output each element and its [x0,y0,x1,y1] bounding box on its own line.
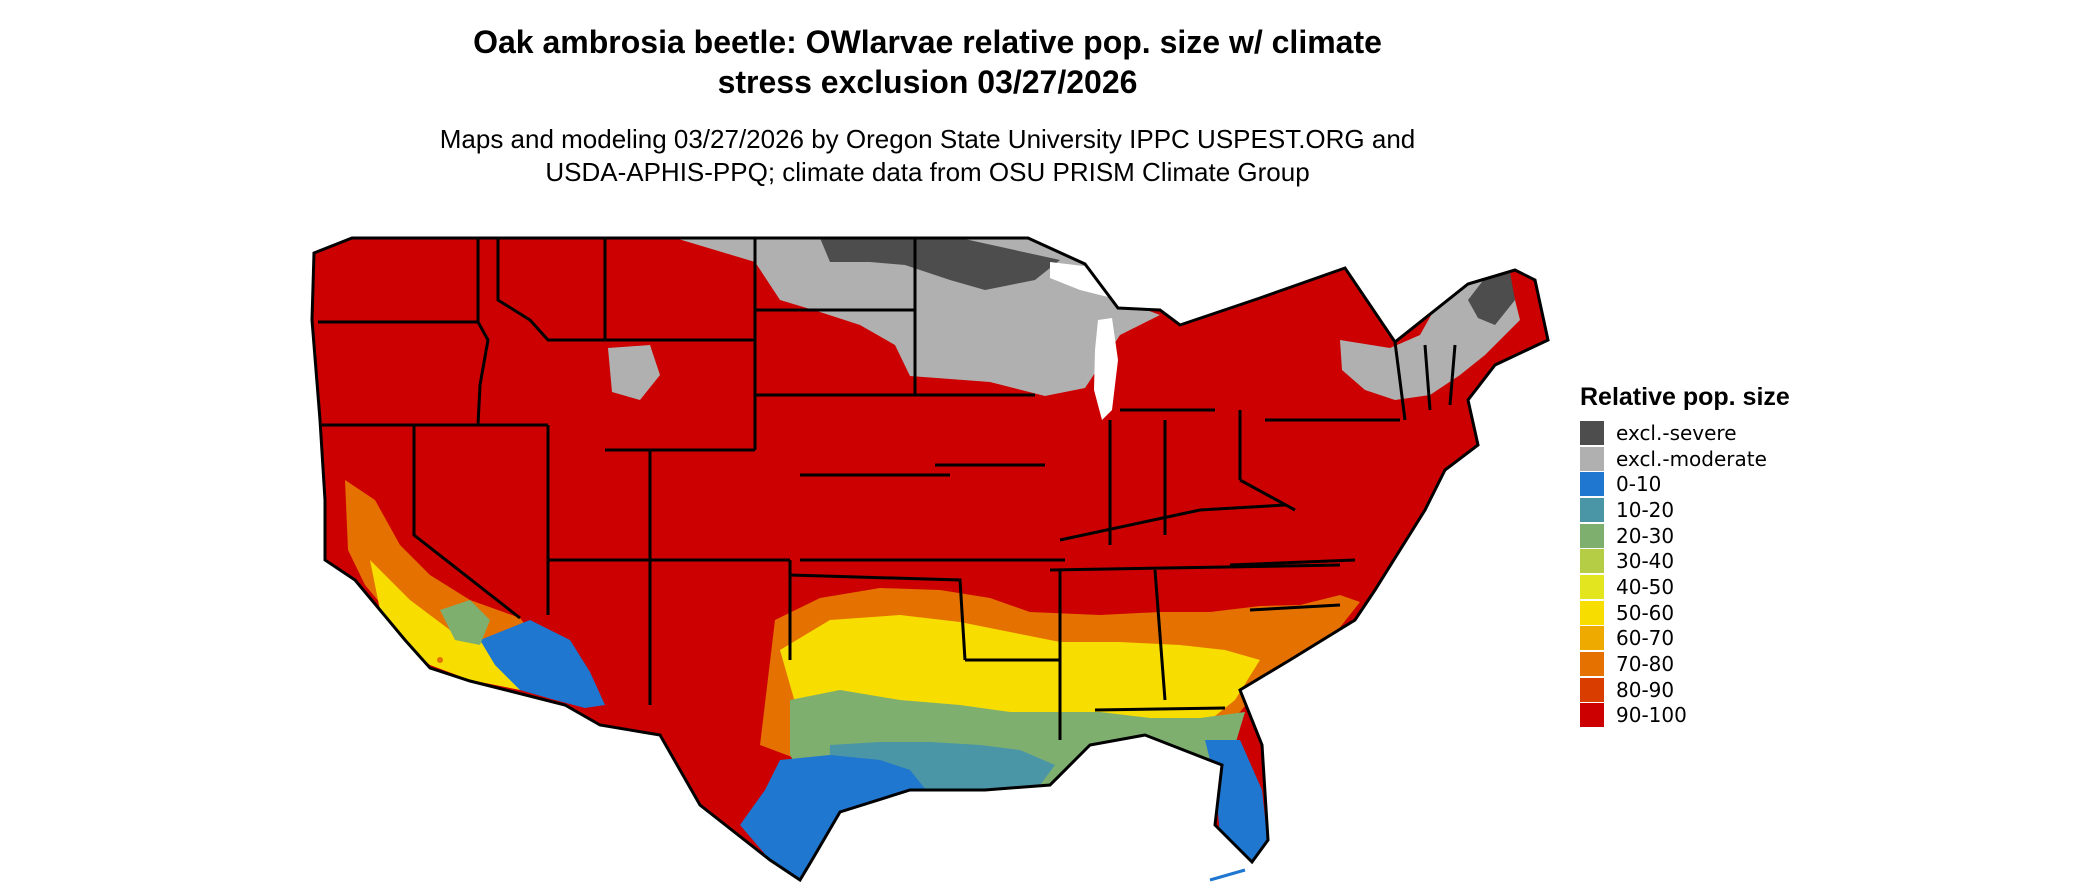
legend-title: Relative pop. size [1580,383,1790,411]
legend-label: 20-30 [1616,523,1675,548]
map-subtitle-line-2: USDA-APHIS-PPQ; climate data from OSU PR… [545,157,1310,187]
zone-50-60 [780,615,1260,725]
border-ky [1059,503,1286,542]
border-nh-me [1448,344,1457,406]
legend-items: excl.-severe excl.-moderate 0-10 10-20 20-30… [1580,420,1790,728]
border-ok-tx [789,573,967,661]
zone-0-10-texas [740,755,930,880]
zone-20-30-southwest [440,600,490,645]
legend-swatch [1580,626,1604,651]
legend-label: 30-40 [1616,549,1675,574]
zone-excl-moderate-wyoming [608,345,660,400]
border-al-ga [1153,569,1167,701]
legend-label: excl.-severe [1616,420,1737,445]
lake-superior [1050,262,1160,305]
legend-label: 10-20 [1616,497,1675,522]
border-nc-sc [1249,603,1341,612]
legend-swatch [1580,600,1604,625]
legend-swatch [1580,703,1604,728]
legend-label: 50-60 [1616,600,1675,625]
legend-item: 80-90 [1580,677,1790,703]
border-ca-nv [412,425,521,620]
legend-swatch [1580,574,1604,599]
border-id-wa [476,238,490,426]
us-population-map [310,236,1550,883]
border-ny-vt [1393,341,1407,421]
legend-label: 0-10 [1616,472,1662,497]
legend-label: excl.-moderate [1616,446,1767,471]
legend-label: 60-70 [1616,626,1675,651]
legend-item: 90-100 [1580,703,1790,729]
legend-item: 20-30 [1580,523,1790,549]
border-mt-wy [603,238,755,342]
map-subtitle-line-1: Maps and modeling 03/27/2026 by Oregon S… [439,124,1416,154]
map-title-line-2: stress exclusion 03/27/2026 [717,64,1138,100]
legend-swatch [1580,472,1604,497]
border-tn [1049,563,1341,572]
us-outline [310,236,1550,883]
channel-islands [437,657,443,663]
border-ga-fl [1094,706,1226,712]
legend-item: 0-10 [1580,471,1790,497]
zone-excl-severe-maine [1468,272,1515,325]
legend-swatch [1580,677,1604,702]
legend-item: 60-70 [1580,626,1790,652]
legend-swatch [1580,497,1604,522]
legend-item: 50-60 [1580,600,1790,626]
zone-excl-severe-minnesota [820,238,1060,290]
legend-item: excl.-moderate [1580,446,1790,472]
legend-item: excl.-severe [1580,420,1790,446]
legend-swatch [1580,446,1604,471]
zone-excl-moderate-north [675,238,1160,396]
border-vt-nh [1423,344,1432,411]
legend-label: 90-100 [1616,703,1687,728]
lake-michigan [1094,318,1118,420]
zone-0-10-arizona [480,620,605,708]
legend-swatch [1580,549,1604,574]
legend: Relative pop. size excl.-severe excl.-mod… [1580,382,1790,728]
border-id-mt [496,238,605,342]
legend-item: 30-40 [1580,548,1790,574]
florida-keys [1209,868,1246,882]
legend-label: 70-80 [1616,652,1675,677]
legend-label: 80-90 [1616,677,1675,702]
map-subtitle: Maps and modeling 03/27/2026 by Oregon S… [0,123,1855,189]
map-title-line-1: Oak ambrosia beetle: OWlarvae relative p… [473,24,1382,60]
legend-item: 10-20 [1580,497,1790,523]
legend-swatch [1580,523,1604,548]
legend-item: 70-80 [1580,651,1790,677]
border-va-nc [1229,558,1356,567]
legend-item: 40-50 [1580,574,1790,600]
map-title: Oak ambrosia beetle: OWlarvae relative p… [0,22,1855,102]
state-borders [310,236,1550,883]
legend-label: 40-50 [1616,574,1675,599]
legend-swatch [1580,652,1604,677]
legend-swatch [1580,420,1604,445]
border-wv [1239,478,1296,512]
